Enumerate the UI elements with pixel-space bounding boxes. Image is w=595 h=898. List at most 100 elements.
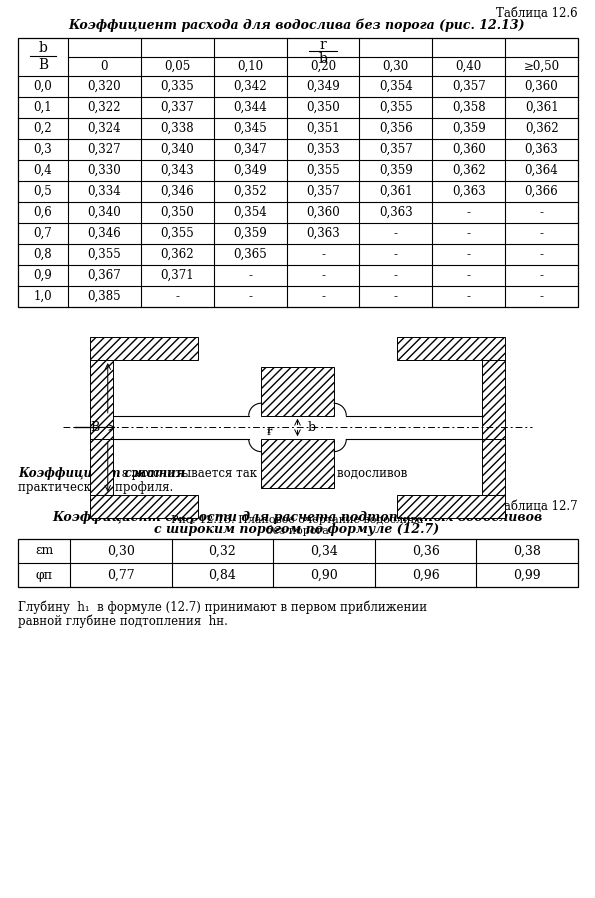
Text: 0,84: 0,84 <box>208 568 236 582</box>
Text: 0,96: 0,96 <box>412 568 440 582</box>
Text: практического профиля.: практического профиля. <box>18 481 173 494</box>
Text: 0,40: 0,40 <box>456 60 482 73</box>
Text: 0,340: 0,340 <box>161 143 194 156</box>
Text: r: r <box>320 38 327 52</box>
Bar <box>482 360 505 439</box>
Text: 0,361: 0,361 <box>379 185 413 198</box>
Text: b: b <box>318 52 327 66</box>
Text: -: - <box>394 269 398 282</box>
Text: 0,343: 0,343 <box>161 164 194 177</box>
Text: -: - <box>176 290 179 303</box>
Text: без порога: без порога <box>266 525 329 536</box>
Text: 0,2: 0,2 <box>34 122 52 135</box>
Text: -: - <box>248 269 252 282</box>
Text: 0,360: 0,360 <box>306 206 340 219</box>
Text: 0,364: 0,364 <box>525 164 559 177</box>
Text: 0,324: 0,324 <box>87 122 121 135</box>
Text: 0,357: 0,357 <box>452 80 486 93</box>
Text: 0,3: 0,3 <box>34 143 52 156</box>
Text: 0,349: 0,349 <box>306 80 340 93</box>
Text: -: - <box>466 290 471 303</box>
Text: 0,363: 0,363 <box>306 227 340 240</box>
Text: 0,346: 0,346 <box>87 227 121 240</box>
Text: εm: εm <box>35 544 53 558</box>
Text: 0,346: 0,346 <box>161 185 194 198</box>
Text: 0,362: 0,362 <box>525 122 558 135</box>
Text: -: - <box>540 290 544 303</box>
Text: B: B <box>38 58 48 72</box>
Text: -: - <box>321 290 325 303</box>
Text: 0,360: 0,360 <box>525 80 559 93</box>
Text: 0,361: 0,361 <box>525 101 558 114</box>
Text: 0,335: 0,335 <box>161 80 194 93</box>
Text: 0,362: 0,362 <box>452 164 486 177</box>
Text: 0,320: 0,320 <box>87 80 121 93</box>
Text: 0,9: 0,9 <box>34 269 52 282</box>
Text: 0,350: 0,350 <box>306 101 340 114</box>
Bar <box>18 38 578 307</box>
Text: -: - <box>540 206 544 219</box>
Text: ε рассчитывается так же, как для водосливов: ε рассчитывается так же, как для водосли… <box>118 467 407 480</box>
Text: 0,354: 0,354 <box>233 206 267 219</box>
Text: 0,10: 0,10 <box>237 60 263 73</box>
Text: 0,77: 0,77 <box>107 568 134 582</box>
Text: 0,367: 0,367 <box>87 269 121 282</box>
Text: 0,359: 0,359 <box>379 164 413 177</box>
Text: 0,385: 0,385 <box>87 290 121 303</box>
Bar <box>90 360 113 439</box>
Text: 0,357: 0,357 <box>306 185 340 198</box>
Text: 0,342: 0,342 <box>233 80 267 93</box>
Text: 0,322: 0,322 <box>87 101 121 114</box>
Text: 1,0: 1,0 <box>34 290 52 303</box>
Bar <box>261 367 334 416</box>
Text: 0,32: 0,32 <box>208 544 236 558</box>
Text: 0,351: 0,351 <box>306 122 340 135</box>
Text: 0,05: 0,05 <box>164 60 190 73</box>
Text: B: B <box>90 421 100 434</box>
Text: -: - <box>540 227 544 240</box>
Text: -: - <box>540 269 544 282</box>
Text: Рис. 12.13. Плановое очертание водослива: Рис. 12.13. Плановое очертание водослива <box>171 515 424 524</box>
Text: 0,350: 0,350 <box>161 206 194 219</box>
Text: 0,344: 0,344 <box>233 101 267 114</box>
Text: 0,371: 0,371 <box>161 269 194 282</box>
Text: -: - <box>394 227 398 240</box>
Text: 0,338: 0,338 <box>161 122 194 135</box>
Text: 0,358: 0,358 <box>452 101 486 114</box>
Text: 0,330: 0,330 <box>87 164 121 177</box>
Bar <box>90 337 198 360</box>
Text: 0,0: 0,0 <box>34 80 52 93</box>
Text: 0,30: 0,30 <box>107 544 134 558</box>
Bar <box>261 439 334 488</box>
Text: 0,355: 0,355 <box>161 227 194 240</box>
Text: -: - <box>321 248 325 261</box>
Text: 0,345: 0,345 <box>233 122 267 135</box>
Text: 0,5: 0,5 <box>34 185 52 198</box>
Text: 0,359: 0,359 <box>233 227 267 240</box>
Text: Коэффициент расхода для водослива без порога (рис. 12.13): Коэффициент расхода для водослива без по… <box>69 18 525 31</box>
Text: 0,352: 0,352 <box>233 185 267 198</box>
Text: 0,363: 0,363 <box>379 206 413 219</box>
Text: 0,354: 0,354 <box>379 80 413 93</box>
Text: 0,1: 0,1 <box>34 101 52 114</box>
Text: -: - <box>466 269 471 282</box>
Bar <box>397 337 505 360</box>
Text: 0,4: 0,4 <box>34 164 52 177</box>
Text: Таблица 12.7: Таблица 12.7 <box>496 500 578 513</box>
Text: -: - <box>466 227 471 240</box>
Text: ≥0,50: ≥0,50 <box>524 60 560 73</box>
Text: -: - <box>394 248 398 261</box>
Text: -: - <box>466 206 471 219</box>
Bar <box>90 439 113 495</box>
Text: 0,7: 0,7 <box>34 227 52 240</box>
Text: 0,359: 0,359 <box>452 122 486 135</box>
Text: 0,340: 0,340 <box>87 206 121 219</box>
Text: -: - <box>394 290 398 303</box>
Text: 0,357: 0,357 <box>379 143 413 156</box>
Text: 0,365: 0,365 <box>233 248 267 261</box>
Text: 0,366: 0,366 <box>525 185 559 198</box>
Text: Коэффициент сжатия: Коэффициент сжатия <box>18 467 185 480</box>
Text: 0,90: 0,90 <box>310 568 338 582</box>
Text: b: b <box>308 421 316 434</box>
Text: 0: 0 <box>101 60 108 73</box>
